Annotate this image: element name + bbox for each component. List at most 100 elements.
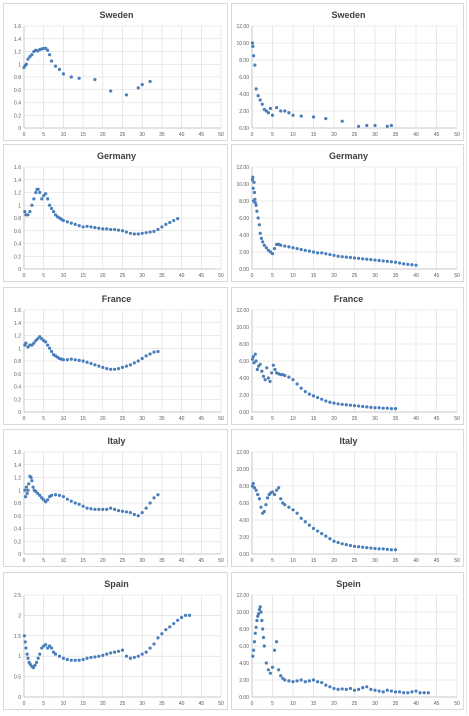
data-point	[24, 646, 28, 650]
x-tick-label: 25	[120, 701, 126, 707]
data-point	[38, 493, 42, 497]
data-point	[49, 493, 54, 497]
panel-sweden-right[interactable]: Sweden 0.00 2.00 4.00 6.00 8.00 10.00 12.00 0 5 10…	[231, 3, 464, 141]
chart-sweden-right: Sweden 0.00 2.00 4.00 6.00 8.00 10.00 12.00 0 5 10…	[236, 10, 460, 138]
x-tick-label: 50	[218, 273, 224, 279]
y-tick-label: 0.00	[239, 410, 249, 416]
y-tick-label: 0.2	[14, 113, 21, 119]
panel-italy-left[interactable]: Italy 0 0.2 0.4 0.6 0.8 1 1.2 1.4 1.6 0 5 10 15 20 25 30…	[3, 429, 228, 567]
data-point	[260, 369, 264, 373]
data-point	[283, 109, 287, 113]
data-point	[291, 378, 295, 382]
x-tick-label: 0	[251, 273, 254, 279]
panel-france-left[interactable]: France 0 0.2 0.4 0.6 0.8 1 1.2 1.4 1.6 0 5 10 15 20 25 3…	[3, 287, 228, 425]
data-point	[287, 375, 291, 379]
data-point	[85, 224, 89, 228]
panel-germany-left[interactable]: Germany 0 0.2 0.4 0.6 0.8 1 1.2 1.4 1.6 0 5 10 15 20 25…	[3, 144, 228, 282]
data-point	[77, 76, 81, 80]
data-point	[328, 537, 332, 541]
y-tick-label: 0.00	[239, 552, 249, 558]
data-point	[85, 360, 89, 364]
data-point	[291, 508, 295, 512]
y-tick-label: 0	[18, 126, 21, 132]
x-tick-label: 50	[218, 132, 224, 138]
data-point	[42, 498, 46, 502]
data-point	[262, 509, 266, 514]
data-point	[264, 661, 268, 665]
panel-spain-right[interactable]: Spein 0.00 2.00 4.00 6.00 8.00 10.00 12.00 0 5 10 1…	[231, 572, 464, 710]
panel-italy-right[interactable]: Italy 0.00 2.00 4.00 6.00 8.00 10.00 12.00 0 5 10 1…	[231, 429, 464, 567]
data-point	[73, 501, 77, 505]
data-point	[140, 652, 144, 656]
data-point	[365, 546, 369, 550]
data-point	[266, 668, 270, 672]
x-tick-label: 15	[80, 558, 86, 564]
data-point	[109, 367, 113, 371]
data-point	[385, 547, 389, 551]
data-point	[32, 341, 36, 345]
data-point	[23, 488, 27, 492]
data-point	[389, 123, 393, 128]
data-point	[89, 507, 93, 511]
x-tick-label: 30	[139, 273, 145, 279]
data-point	[25, 652, 29, 656]
data-point	[303, 520, 307, 524]
data-point	[303, 390, 307, 394]
panel-germany-right[interactable]: Germany 0.00 2.00 4.00 6.00 8.00 10.00 12.00 0 5 1…	[231, 144, 464, 282]
data-point	[128, 656, 132, 660]
data-point	[324, 683, 328, 687]
x-tick-label: 25	[352, 416, 358, 422]
data-point	[89, 225, 93, 229]
x-tick-label: 50	[454, 416, 460, 422]
data-point	[402, 262, 406, 266]
x-tick-label: 20	[331, 701, 337, 707]
data-point	[263, 378, 267, 382]
panel-spain-left[interactable]: Spain 0 0.5 1 1.5 2 2.5 0 5 10 15 20 25 30 35 40 45 50	[3, 572, 228, 710]
data-point	[34, 339, 38, 343]
data-point	[303, 680, 307, 684]
data-point	[256, 94, 260, 98]
panel-sweden-left[interactable]: Sweden 0 0.2 0.4 0.6 0.8 1 1.2 1.4 1.6 0 5 10 15 20 25 3…	[3, 3, 228, 141]
data-point	[140, 231, 144, 235]
y-tick-label: 1.2	[14, 50, 21, 56]
data-point	[311, 394, 316, 398]
data-point	[389, 548, 393, 552]
data-point	[340, 255, 344, 259]
data-point	[40, 337, 44, 341]
data-point	[46, 343, 50, 347]
y-tick-label: 1.4	[14, 37, 21, 43]
data-point	[389, 260, 393, 264]
chart-title: Germany	[329, 151, 368, 161]
data-point	[144, 231, 148, 235]
data-point	[77, 658, 81, 662]
data-point	[61, 358, 65, 362]
x-tick-label: 30	[372, 273, 378, 279]
data-point	[105, 507, 109, 511]
data-point	[307, 249, 311, 253]
data-point	[270, 252, 275, 256]
data-point	[25, 491, 29, 496]
panel-france-right[interactable]: France 0.00 2.00 4.00 6.00 8.00 10.00 12.00 0 5 10…	[231, 287, 464, 425]
data-point	[44, 46, 48, 50]
y-tick-label: 1.2	[14, 476, 21, 482]
data-point	[262, 644, 266, 648]
x-tick-label: 10	[61, 558, 67, 564]
y-tick-label: 12.00	[236, 593, 249, 599]
data-point	[49, 646, 54, 650]
data-point	[373, 406, 377, 410]
chart-title: Italy	[107, 436, 125, 446]
data-point	[328, 252, 332, 257]
x-tick-label: 35	[393, 416, 399, 422]
y-tick-label: 2.00	[239, 678, 249, 684]
data-point	[26, 488, 30, 492]
x-tick-label: 40	[413, 132, 419, 138]
data-point	[29, 475, 33, 480]
x-tick-label: 30	[372, 558, 378, 564]
data-point	[344, 543, 348, 547]
data-point	[152, 350, 156, 354]
data-point	[336, 402, 340, 406]
data-point	[398, 261, 402, 265]
data-point	[255, 209, 259, 213]
data-point	[97, 507, 101, 511]
data-point	[251, 654, 255, 658]
